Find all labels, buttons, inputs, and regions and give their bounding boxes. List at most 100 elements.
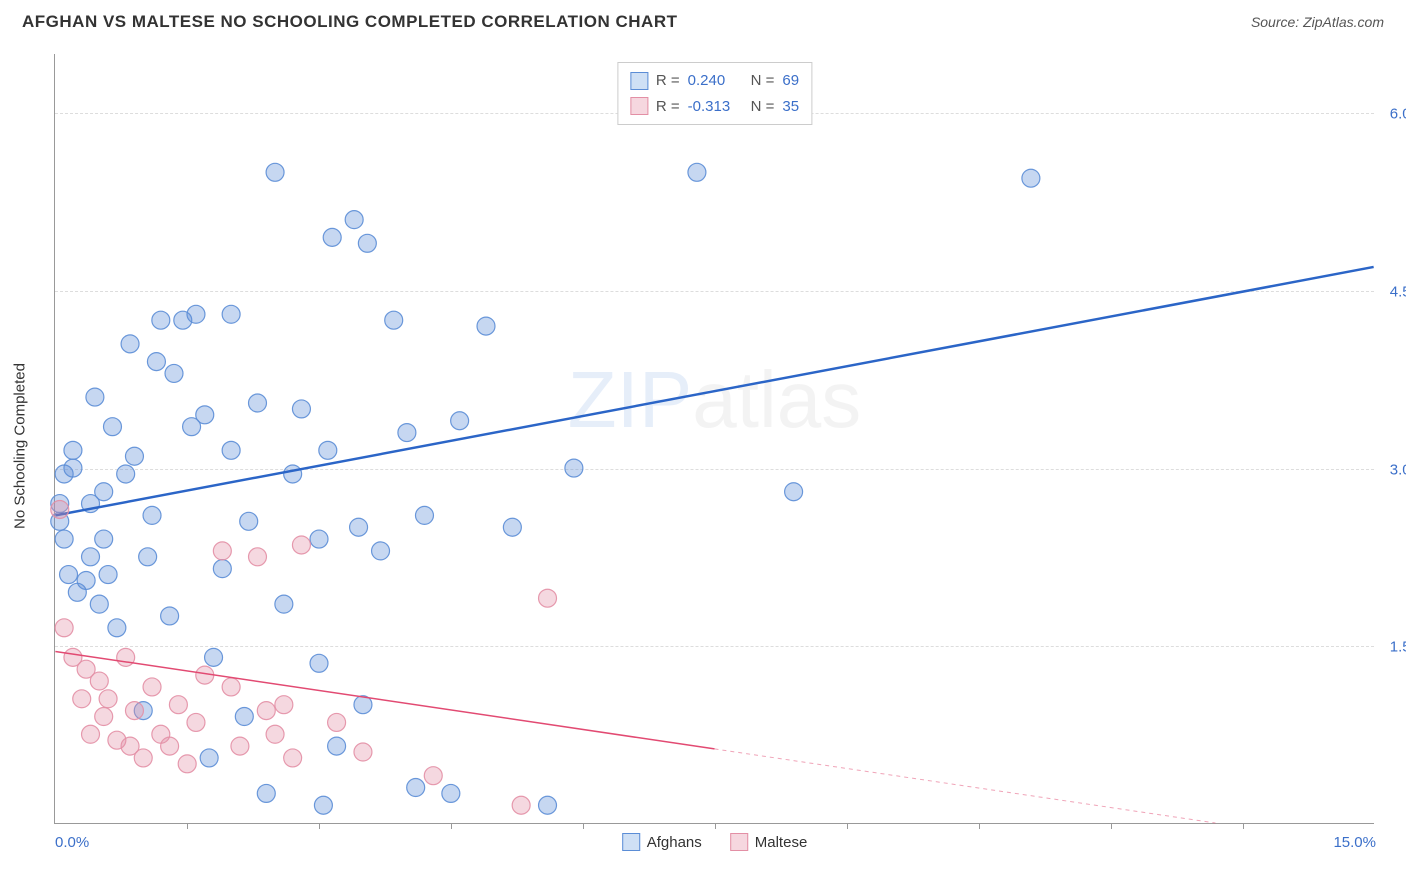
data-point bbox=[398, 424, 416, 442]
data-point bbox=[95, 708, 113, 726]
data-point bbox=[90, 595, 108, 613]
data-point bbox=[205, 648, 223, 666]
data-point bbox=[222, 441, 240, 459]
data-point bbox=[266, 163, 284, 181]
data-point bbox=[275, 595, 293, 613]
data-point bbox=[73, 690, 91, 708]
data-point bbox=[415, 506, 433, 524]
data-point bbox=[350, 518, 368, 536]
data-point bbox=[385, 311, 403, 329]
data-point bbox=[240, 512, 258, 530]
data-point bbox=[213, 560, 231, 578]
data-point bbox=[231, 737, 249, 755]
data-point bbox=[169, 696, 187, 714]
data-point bbox=[266, 725, 284, 743]
data-point bbox=[257, 702, 275, 720]
data-point bbox=[99, 690, 117, 708]
data-point bbox=[275, 696, 293, 714]
data-point bbox=[213, 542, 231, 560]
data-point bbox=[200, 749, 218, 767]
data-point bbox=[345, 211, 363, 229]
source-label: Source: ZipAtlas.com bbox=[1251, 14, 1384, 30]
data-point bbox=[134, 749, 152, 767]
data-point bbox=[196, 406, 214, 424]
data-point bbox=[503, 518, 521, 536]
chart-svg bbox=[55, 54, 1374, 823]
data-point bbox=[55, 619, 73, 637]
data-point bbox=[310, 654, 328, 672]
data-point bbox=[785, 483, 803, 501]
data-point bbox=[178, 755, 196, 773]
data-point bbox=[358, 234, 376, 252]
data-point bbox=[323, 228, 341, 246]
data-point bbox=[284, 749, 302, 767]
data-point bbox=[222, 678, 240, 696]
data-point bbox=[121, 335, 139, 353]
data-point bbox=[143, 506, 161, 524]
data-point bbox=[310, 530, 328, 548]
data-point bbox=[117, 648, 135, 666]
data-point bbox=[64, 459, 82, 477]
data-point bbox=[60, 566, 78, 584]
legend-item-afghans: Afghans bbox=[622, 833, 702, 851]
data-point bbox=[539, 589, 557, 607]
legend-stats-row-0: R = 0.240 N = 69 bbox=[630, 68, 799, 94]
data-point bbox=[161, 607, 179, 625]
data-point bbox=[117, 465, 135, 483]
n-value-1: 35 bbox=[782, 94, 799, 120]
data-point bbox=[284, 465, 302, 483]
data-point bbox=[314, 796, 332, 814]
data-point bbox=[442, 784, 460, 802]
legend-stats-row-1: R = -0.313 N = 35 bbox=[630, 94, 799, 120]
data-point bbox=[143, 678, 161, 696]
y-tick-label: 4.5% bbox=[1390, 283, 1406, 300]
data-point bbox=[257, 784, 275, 802]
trend-line bbox=[55, 267, 1373, 515]
r-value-0: 0.240 bbox=[688, 68, 743, 94]
data-point bbox=[108, 619, 126, 637]
data-point bbox=[328, 737, 346, 755]
data-point bbox=[407, 779, 425, 797]
data-point bbox=[222, 305, 240, 323]
data-point bbox=[565, 459, 583, 477]
data-point bbox=[103, 418, 121, 436]
data-point bbox=[187, 713, 205, 731]
data-point bbox=[1022, 169, 1040, 187]
data-point bbox=[125, 702, 143, 720]
data-point bbox=[161, 737, 179, 755]
data-point bbox=[77, 571, 95, 589]
data-point bbox=[51, 500, 69, 518]
swatch-afghans-icon bbox=[622, 833, 640, 851]
legend-item-maltese: Maltese bbox=[730, 833, 808, 851]
data-point bbox=[539, 796, 557, 814]
data-point bbox=[99, 566, 117, 584]
swatch-maltese-icon bbox=[730, 833, 748, 851]
data-point bbox=[688, 163, 706, 181]
data-point bbox=[82, 725, 100, 743]
data-point bbox=[139, 548, 157, 566]
data-point bbox=[165, 364, 183, 382]
data-point bbox=[512, 796, 530, 814]
data-point bbox=[95, 530, 113, 548]
r-value-1: -0.313 bbox=[688, 94, 743, 120]
x-tick-label-min: 0.0% bbox=[55, 834, 89, 851]
plot-area: ZIPatlas 1.5%3.0%4.5%6.0% R = 0.240 N = … bbox=[54, 54, 1374, 824]
data-point bbox=[82, 548, 100, 566]
swatch-afghans-icon bbox=[630, 72, 648, 90]
data-point bbox=[292, 536, 310, 554]
chart-title: AFGHAN VS MALTESE NO SCHOOLING COMPLETED… bbox=[22, 12, 677, 32]
y-tick-label: 1.5% bbox=[1390, 639, 1406, 656]
data-point bbox=[451, 412, 469, 430]
data-point bbox=[55, 530, 73, 548]
data-point bbox=[86, 388, 104, 406]
x-tick-label-max: 15.0% bbox=[1333, 834, 1376, 851]
data-point bbox=[147, 353, 165, 371]
data-point bbox=[319, 441, 337, 459]
chart-header: AFGHAN VS MALTESE NO SCHOOLING COMPLETED… bbox=[22, 12, 1384, 32]
data-point bbox=[328, 713, 346, 731]
data-point bbox=[354, 743, 372, 761]
data-point bbox=[249, 394, 267, 412]
legend-stats-box: R = 0.240 N = 69 R = -0.313 N = 35 bbox=[617, 62, 812, 125]
data-point bbox=[249, 548, 267, 566]
data-point bbox=[235, 708, 253, 726]
